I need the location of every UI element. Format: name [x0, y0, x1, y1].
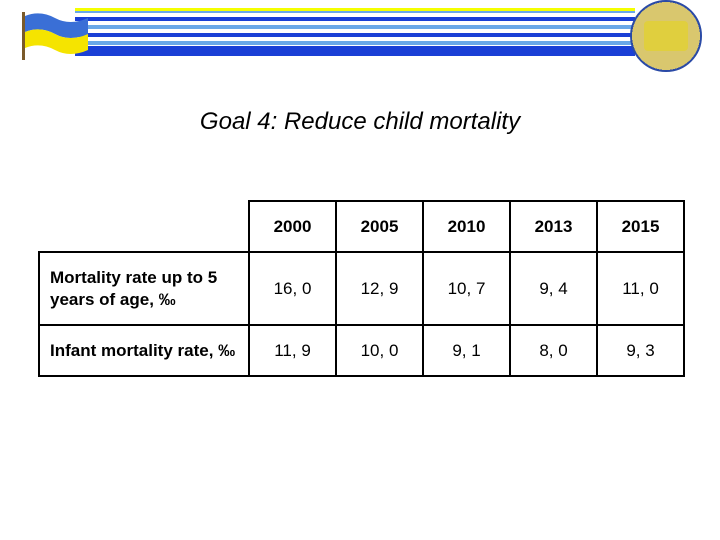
col-header: 2000 — [249, 201, 336, 252]
data-table-container: 2000 2005 2010 2013 2015 Mortality rate … — [38, 200, 682, 377]
page-title: Goal 4: Reduce child mortality — [0, 108, 720, 136]
table-cell: 11, 0 — [597, 252, 684, 325]
table-cell: 12, 9 — [336, 252, 423, 325]
col-header: 2010 — [423, 201, 510, 252]
row-header: Infant mortality rate, ‰ — [39, 325, 249, 376]
table-cell: 16, 0 — [249, 252, 336, 325]
table-cell: 9, 1 — [423, 325, 510, 376]
table-cell: 9, 3 — [597, 325, 684, 376]
table-cell: 11, 9 — [249, 325, 336, 376]
table-cell: 10, 0 — [336, 325, 423, 376]
table-row: Infant mortality rate, ‰ 11, 9 10, 0 9, … — [39, 325, 684, 376]
table-cell: 10, 7 — [423, 252, 510, 325]
table-row: Mortality rate up to 5 years of age, ‰ 1… — [39, 252, 684, 325]
col-header: 2013 — [510, 201, 597, 252]
emblem-icon — [630, 0, 702, 72]
flag-icon — [20, 12, 90, 60]
table-cell: 8, 0 — [510, 325, 597, 376]
decorative-wave-band — [75, 8, 635, 56]
table-cell: 9, 4 — [510, 252, 597, 325]
table-corner-cell — [39, 201, 249, 252]
header-band — [0, 0, 720, 66]
row-header: Mortality rate up to 5 years of age, ‰ — [39, 252, 249, 325]
col-header: 2015 — [597, 201, 684, 252]
mortality-table: 2000 2005 2010 2013 2015 Mortality rate … — [38, 200, 685, 377]
col-header: 2005 — [336, 201, 423, 252]
table-header-row: 2000 2005 2010 2013 2015 — [39, 201, 684, 252]
